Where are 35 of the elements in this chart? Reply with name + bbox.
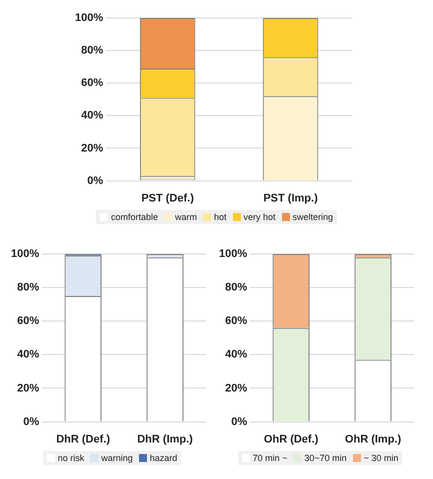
x-tick-label: DhR (Imp.) [137,433,194,446]
y-tick-label: 40% [225,348,248,361]
y-tick-label: 20% [225,382,248,394]
legend-label: sweltering [292,212,334,222]
y-tick-label: 80% [225,282,248,294]
legend-label: 70 min ~ [252,453,288,463]
y-tick-label: 100% [218,248,248,260]
y-tick-label: 60% [17,315,40,328]
y-tick-label: 40% [80,110,103,122]
y-tick-label: 60% [80,77,103,90]
y-tick-label: 0% [23,416,40,428]
legend-label: hot [214,212,226,222]
x-tick-label: OhR (Def.) [264,433,319,446]
x-tick-label: DhR (Def.) [56,433,110,446]
y-tick-label: 40% [17,348,40,361]
legend-label: warning [101,453,133,463]
legend-label: comfortable [110,212,158,222]
y-tick-label: 100% [10,248,40,260]
x-tick-label: PST (Imp.) [262,192,318,204]
x-tick-label: OhR (Imp.) [344,433,402,446]
legend-label: ~ 30 min [364,453,398,463]
legend-label: hazard [150,453,178,463]
legend-label: warm [174,212,197,222]
y-tick-label: 20% [80,142,103,154]
y-tick-label: 20% [17,382,40,394]
x-tick-label: PST (Def.) [140,192,194,204]
legend-label: very hot [244,212,276,222]
y-tick-label: 100% [74,12,103,24]
y-tick-label: 60% [225,315,248,328]
y-tick-label: 80% [17,282,40,294]
legend-label: 30~70 min [304,453,347,463]
legend-label: no risk [58,453,84,463]
y-tick-label: 0% [231,416,248,428]
y-tick-label: 0% [86,174,103,187]
y-tick-label: 80% [80,44,103,57]
